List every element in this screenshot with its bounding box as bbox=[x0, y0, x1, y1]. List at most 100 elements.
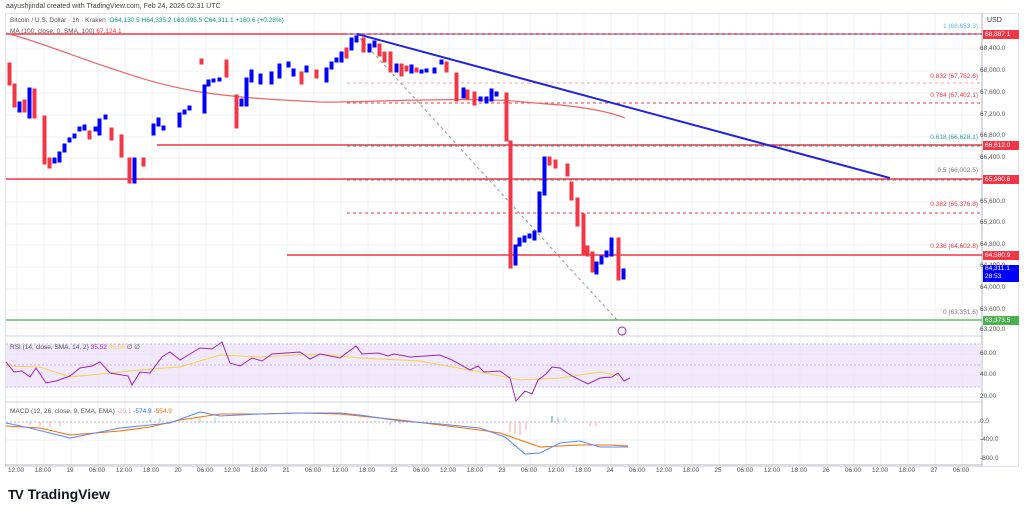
time-tick: 06:00 bbox=[304, 467, 322, 474]
macd-tick: -400.0 bbox=[980, 436, 999, 443]
rsi-tick: 20.00 bbox=[980, 393, 997, 400]
current-price: 64,311.1 bbox=[985, 265, 1010, 272]
time-tick: 12:00 bbox=[331, 467, 349, 474]
time-tick: 12:00 bbox=[655, 467, 673, 474]
macd-legend-label: MACD (12, 26, close, 9, EMA, EMA) bbox=[10, 408, 115, 415]
time-tick: 18:00 bbox=[34, 467, 52, 474]
fib-label-1: 1 (68,653.3) bbox=[942, 23, 978, 30]
close-value: C64,311.1 bbox=[204, 17, 234, 24]
time-tick: 12:00 bbox=[115, 467, 133, 474]
ma-legend[interactable]: MA (100, close, 0, SMA, 100) 67,124.1 bbox=[10, 28, 122, 35]
time-tick: 18:00 bbox=[574, 467, 592, 474]
ma-legend-value: 67,124.1 bbox=[96, 28, 122, 35]
ma-legend-label: MA (100, close, 0, SMA, 100) bbox=[10, 28, 95, 35]
ma-100-line[interactable] bbox=[5, 32, 626, 119]
macd-signal-value: -554.9 bbox=[153, 408, 172, 415]
time-tick: 12:00 bbox=[547, 467, 565, 474]
price-tag-resistance-1: 66,612.0 bbox=[983, 141, 1019, 150]
bearish-trendline[interactable] bbox=[356, 33, 891, 179]
rsi-value: 35.52 bbox=[90, 344, 107, 351]
macd-legend[interactable]: MACD (12, 26, close, 9, EMA, EMA) -20.1 … bbox=[10, 408, 172, 415]
time-tick: 26 bbox=[822, 467, 830, 474]
rsi-tick: 40.00 bbox=[980, 371, 997, 378]
bar-countdown: 28:53 bbox=[985, 273, 1002, 280]
price-tick: 65,600.0 bbox=[980, 198, 1006, 205]
time-tick: 24 bbox=[606, 467, 614, 474]
time-tick: 20 bbox=[174, 467, 182, 474]
time-tick: 06:00 bbox=[88, 467, 106, 474]
fibonacci-levels[interactable] bbox=[347, 33, 982, 321]
time-tick: 06:00 bbox=[952, 467, 970, 474]
fib-label-0832: 0.832 (67,762.6) bbox=[930, 73, 978, 80]
macd-histogram bbox=[29, 416, 597, 435]
candlesticks[interactable] bbox=[7, 35, 626, 281]
price-tick: 64,800.0 bbox=[980, 241, 1006, 248]
time-tick: 12:00 bbox=[439, 467, 457, 474]
low-value: L63,995.5 bbox=[173, 17, 203, 24]
macd-hist-value: -20.1 bbox=[116, 408, 132, 415]
price-tick: 63,600.0 bbox=[980, 306, 1006, 313]
time-tick: 12:00 bbox=[223, 467, 241, 474]
chart-credit: aayushjindal created with TradingView.co… bbox=[6, 3, 221, 10]
time-tick: 18:00 bbox=[682, 467, 700, 474]
time-tick: 18:00 bbox=[898, 467, 916, 474]
price-tick: 68,000.0 bbox=[980, 67, 1006, 74]
symbol-header: Bitcoin / U.S. Dollar · 1h · Kraken bbox=[10, 17, 106, 24]
time-tick: 18:00 bbox=[790, 467, 808, 474]
time-tick: 18:00 bbox=[358, 467, 376, 474]
macd-value: -574.9 bbox=[133, 408, 152, 415]
price-tag-resistance-2: 65,980.6 bbox=[983, 175, 1019, 184]
price-tick: 65,200.0 bbox=[980, 219, 1006, 226]
price-tick: 66,800.0 bbox=[980, 132, 1006, 139]
rsi-legend-label: RSI (14, close, SMA, 14, 2) bbox=[10, 344, 89, 351]
time-tick: 12:00 bbox=[763, 467, 781, 474]
currency-button[interactable]: USD bbox=[987, 17, 1002, 24]
time-tick: 19 bbox=[66, 467, 74, 474]
macd-signal-line bbox=[5, 412, 629, 448]
rsi-legend[interactable]: RSI (14, close, SMA, 14, 2) 35.52 35.56 … bbox=[10, 343, 140, 351]
time-tick: 12:00 bbox=[7, 467, 25, 474]
price-tag-top: 68,887.1 bbox=[983, 30, 1019, 39]
time-tick: 06:00 bbox=[736, 467, 754, 474]
grid bbox=[6, 14, 982, 465]
high-value: H64,335.2 bbox=[141, 17, 172, 24]
price-tick: 64,000.0 bbox=[980, 284, 1006, 291]
time-tick: 25 bbox=[714, 467, 722, 474]
fib-label-0382: 0.382 (65,376.8) bbox=[930, 201, 978, 208]
rsi-extra-2: ∅ bbox=[134, 344, 140, 351]
time-tick: 06:00 bbox=[412, 467, 430, 474]
symbol-legend[interactable]: Bitcoin / U.S. Dollar · 1h · Kraken O64,… bbox=[10, 17, 284, 24]
rsi-line[interactable] bbox=[5, 341, 631, 403]
time-tick: 18:00 bbox=[466, 467, 484, 474]
time-tick: 06:00 bbox=[196, 467, 214, 474]
price-tick: 63,200.0 bbox=[980, 326, 1006, 333]
tradingview-logo-text: TradingView bbox=[27, 486, 110, 502]
rsi-extra-1: ∅ bbox=[126, 344, 133, 351]
fib-label-05: 0.5 (66,002.5) bbox=[937, 167, 978, 174]
fib-label-0764: 0.764 (67,402.1) bbox=[930, 92, 978, 99]
time-tick: 21 bbox=[282, 467, 290, 474]
price-tag-resistance-3: 64,580.9 bbox=[983, 251, 1019, 260]
time-tick: 18:00 bbox=[142, 467, 160, 474]
time-tick: 23 bbox=[498, 467, 506, 474]
time-tick: 22 bbox=[390, 467, 398, 474]
time-tick: 06:00 bbox=[628, 467, 646, 474]
time-tick: 12:00 bbox=[871, 467, 889, 474]
alert-icon[interactable] bbox=[617, 326, 627, 336]
macd-line[interactable] bbox=[5, 411, 628, 455]
fib-label-0: 0 (63,351.6) bbox=[942, 309, 978, 316]
time-tick: 06:00 bbox=[844, 467, 862, 474]
chart-frame[interactable] bbox=[5, 13, 1019, 467]
time-tick: 18:00 bbox=[250, 467, 268, 474]
current-price-tag: 64,311.1 28:53 bbox=[983, 265, 1019, 282]
price-tick: 68,400.0 bbox=[980, 45, 1006, 52]
fib-label-0236: 0.236 (64,602.8) bbox=[930, 243, 978, 250]
time-tick: 06:00 bbox=[520, 467, 538, 474]
rsi-tick: 60.00 bbox=[980, 350, 997, 357]
time-tick: 27 bbox=[930, 467, 938, 474]
tradingview-logo[interactable]: TV TradingView bbox=[8, 486, 110, 502]
price-tick: 66,400.0 bbox=[980, 154, 1006, 161]
fib-label-0618: 0.618 (66,628.1) bbox=[930, 134, 978, 141]
tradingview-logo-icon: TV bbox=[8, 486, 24, 502]
